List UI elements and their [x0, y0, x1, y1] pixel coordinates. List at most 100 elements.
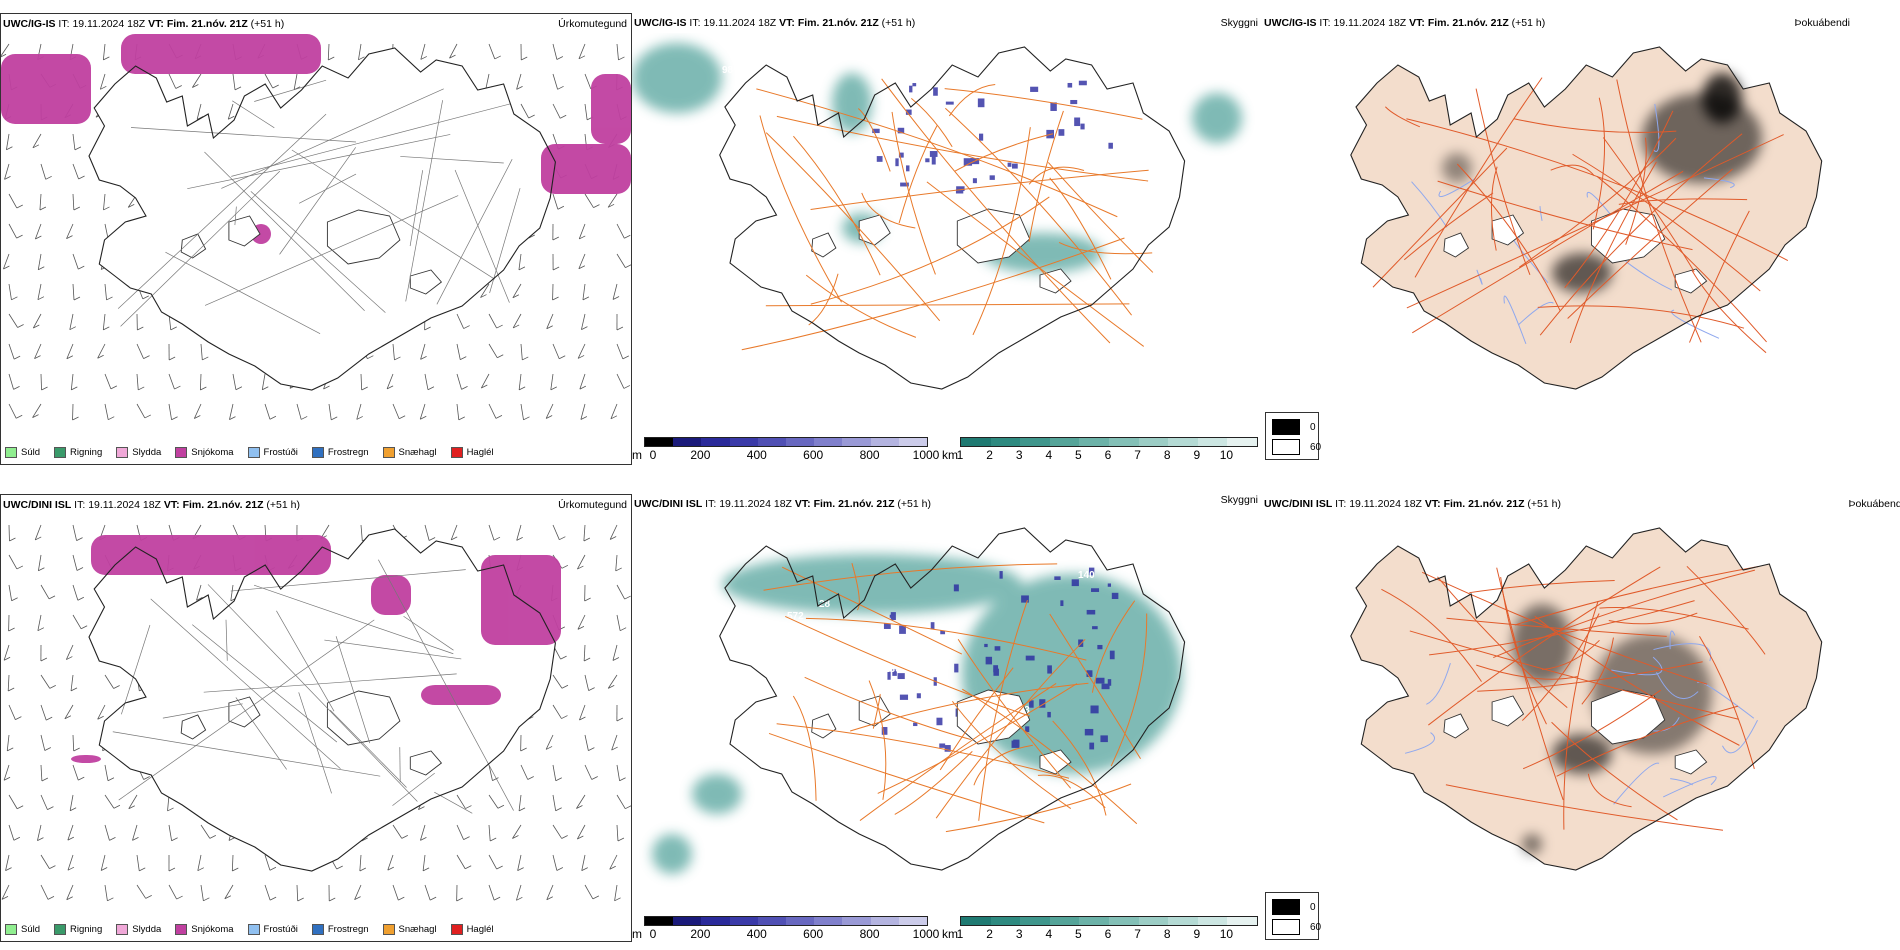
coastline: [719, 527, 1186, 871]
colorbar-tick: 5: [1075, 448, 1082, 462]
legend-item: Haglél: [450, 447, 494, 458]
colorbar-step: [786, 917, 815, 925]
colorbar-unit: km: [942, 927, 958, 941]
colorbar-tick: 7: [1134, 448, 1141, 462]
legend-label: Snæhagl: [398, 447, 437, 458]
model-name: UWC/IG-IS: [3, 18, 56, 30]
colorbar-tick: 9: [1193, 927, 1201, 941]
legend-item: Snæhagl: [382, 924, 437, 935]
legend-swatch: [54, 447, 67, 458]
legend-item: Frostregn: [311, 447, 369, 458]
colorbar-step: [961, 917, 991, 925]
colorbar-tick: 3: [1015, 448, 1023, 462]
coastline: [88, 528, 556, 872]
colorbar-step: [1197, 438, 1228, 446]
colorbar-tick: 800: [859, 448, 880, 462]
legend-swatch: [382, 924, 395, 935]
colorbar-step: [870, 917, 899, 925]
legend-item: Súld: [5, 924, 40, 935]
colorbar-tick: 1000: [912, 448, 940, 462]
panel-title: Úrkomutegund: [558, 499, 627, 511]
colorbar-step: [1227, 438, 1257, 446]
iceland-land: [89, 48, 556, 390]
colorbar-step: [961, 438, 991, 446]
colorbar-step: [729, 917, 758, 925]
ceiling-colorbar-2: m 0 200 400 600 800 1000: [632, 916, 939, 942]
legend-item: Slydda: [116, 924, 161, 935]
panel-header: UWC/IG-IS IT: 19.11.2024 18Z VT: Fim. 21…: [1264, 17, 1546, 29]
colorbar-strip: [644, 916, 928, 926]
visibility-colorbar-2: km 1 2 3 4 5 6 7 8 9 10: [942, 916, 1262, 942]
ceiling-label: 96: [819, 118, 831, 129]
colorbar-step: [757, 917, 787, 925]
colorbar-step: [814, 917, 843, 925]
model-name: UWC/DINI ISL: [1264, 498, 1333, 510]
colorbar-tick: 0: [649, 927, 657, 941]
fog-indicator-panel-1: UWC/IG-IS IT: 19.11.2024 18Z VT: Fim. 21…: [1262, 13, 1900, 465]
coastline: [1350, 527, 1823, 871]
colorbar-step: [1227, 917, 1257, 925]
colorbar-step: [701, 917, 730, 925]
legend-label: Frostúði: [263, 447, 298, 458]
ceiling-label: 88: [916, 652, 928, 663]
colorbar-tick: 6: [1104, 448, 1112, 462]
ceiling-label: 98: [722, 65, 734, 76]
legend-item: Haglél: [450, 924, 494, 935]
model-name: UWC/DINI ISL: [634, 498, 703, 510]
iceland-land: [719, 47, 1185, 389]
precip-type-panel-1: UWC/IG-IS IT: 19.11.2024 18Z VT: Fim. 21…: [0, 13, 632, 465]
rivers: [1404, 630, 1758, 805]
panel-title: Skyggni: [1220, 494, 1258, 506]
colorbar-tick: 200: [690, 448, 711, 462]
legend-item: Frostúði: [247, 447, 298, 458]
ceiling-map-2: 4392888693801572230209140130: [652, 527, 1186, 874]
colorbar-step: [1197, 917, 1228, 925]
colorbar-step: [729, 438, 758, 446]
coastline: [88, 47, 556, 391]
ceiling-label: 439: [722, 546, 739, 557]
colorbar-tick: 1: [956, 448, 964, 462]
ceiling-visibility-panel-2: UWC/DINI ISL IT: 19.11.2024 18Z VT: Fim.…: [632, 494, 1262, 942]
colorbar-tick: 1: [956, 927, 964, 941]
legend-swatch: [311, 924, 324, 935]
colorbar-tick: 5: [1075, 927, 1082, 941]
colorbar-tick: 400: [746, 927, 767, 941]
coastline: [1350, 46, 1823, 390]
glacier-outlines: [180, 690, 443, 776]
legend-swatch: [247, 924, 260, 935]
fog-key-2: 0 60: [1265, 892, 1321, 940]
precip-map-2: [1, 524, 631, 902]
precip-type-legend: Súld Rigning Slydda Snjókoma Frostúði Frostre…: [5, 924, 494, 935]
road-network: [1381, 565, 1766, 831]
legend-item: Snjókoma: [175, 924, 234, 935]
colorbar-strip: [644, 437, 928, 447]
fog-map-1: [1350, 46, 1823, 390]
model-name: UWC/DINI ISL: [3, 499, 72, 511]
panel-title: Þokuábendi: [1794, 17, 1850, 29]
legend-swatch: [382, 447, 395, 458]
snowfall-areas: [1, 34, 631, 244]
colorbar-step: [1108, 438, 1139, 446]
fog-indicator-panel-2: UWC/DINI ISL IT: 19.11.2024 18Z VT: Fim.…: [1262, 494, 1900, 942]
legend-item: Rigning: [54, 924, 102, 935]
legend-swatch: [116, 447, 129, 458]
legend-item: Rigning: [54, 447, 102, 458]
legend-swatch: [5, 447, 17, 458]
legend-label: Súld: [21, 447, 41, 458]
legend-swatch: [311, 447, 324, 458]
colorbar-step: [1020, 917, 1050, 925]
colorbar-tick: 3: [1015, 927, 1023, 941]
legend-swatch: [5, 924, 17, 935]
colorbar-tick: 0: [649, 448, 657, 462]
panel-title: Skyggni: [1220, 17, 1258, 29]
legend-swatch: [450, 447, 463, 458]
legend-item: Súld: [5, 447, 40, 458]
legend-label: Rigning: [70, 924, 103, 935]
legend-label: Snjókoma: [191, 447, 234, 458]
ceiling-label: 51: [1110, 77, 1122, 88]
ceiling-label: 28: [819, 599, 831, 610]
colorbar-step: [786, 438, 815, 446]
legend-label: Slydda: [132, 924, 162, 935]
colorbar-step: [645, 917, 674, 925]
colorbar-tick: 6: [1104, 927, 1112, 941]
